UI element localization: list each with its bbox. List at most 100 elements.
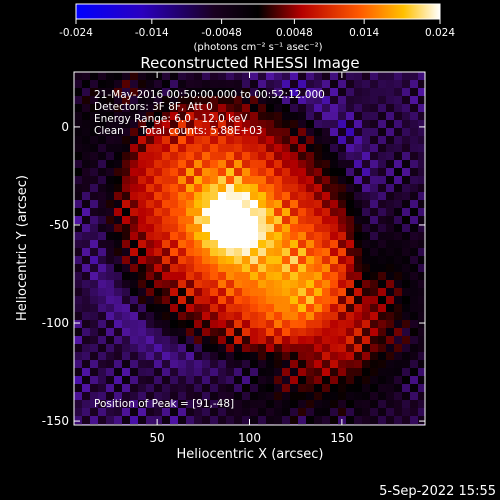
heatmap-cell [290, 200, 299, 209]
heatmap-cell [242, 320, 251, 329]
heatmap-cell [90, 144, 99, 153]
heatmap-cell [234, 280, 243, 289]
heatmap-cell [226, 360, 235, 369]
heatmap-cell [362, 200, 371, 209]
heatmap-cell [194, 136, 203, 145]
heatmap-cell [322, 160, 331, 169]
heatmap-cell [394, 384, 403, 393]
heatmap-cell [402, 344, 411, 353]
heatmap-cell [122, 400, 131, 409]
heatmap-cell [170, 408, 179, 417]
heatmap-cell [330, 104, 339, 113]
heatmap-cell [194, 176, 203, 185]
heatmap-cell [146, 344, 155, 353]
heatmap-cell [386, 104, 395, 113]
heatmap-cell [98, 144, 107, 153]
heatmap-cell [106, 88, 115, 97]
heatmap-cell [274, 216, 283, 225]
heatmap-cell [322, 216, 331, 225]
heatmap-cell [90, 312, 99, 321]
heatmap-cell [194, 400, 203, 409]
heatmap-cell [226, 280, 235, 289]
heatmap-cell [98, 336, 107, 345]
heatmap-cell [346, 160, 355, 169]
heatmap-cell [178, 208, 187, 217]
heatmap-cell [266, 248, 275, 257]
heatmap-cell [146, 144, 155, 153]
heatmap-cell [362, 152, 371, 161]
heatmap-cell [130, 288, 139, 297]
heatmap-cell [314, 216, 323, 225]
heatmap-cell [370, 240, 379, 249]
heatmap-cell [258, 200, 267, 209]
heatmap-cell [234, 216, 243, 225]
heatmap-cell [74, 80, 83, 89]
heatmap-cell [290, 152, 299, 161]
heatmap-cell [82, 96, 91, 105]
heatmap-cell [274, 336, 283, 345]
heatmap-cell [306, 208, 315, 217]
heatmap-cell [106, 416, 115, 425]
heatmap-cell [394, 120, 403, 129]
heatmap-cell [218, 368, 227, 377]
heatmap-cell [338, 288, 347, 297]
heatmap-cell [258, 232, 267, 241]
heatmap-cell [146, 96, 155, 105]
heatmap-cell [218, 344, 227, 353]
heatmap-cell [362, 336, 371, 345]
heatmap-cell [154, 240, 163, 249]
heatmap-cell [130, 352, 139, 361]
heatmap-cell [298, 320, 307, 329]
heatmap-cell [346, 168, 355, 177]
heatmap-cell [410, 152, 419, 161]
heatmap-cell [362, 88, 371, 97]
heatmap-cell [306, 256, 315, 265]
heatmap-cell [354, 400, 363, 409]
heatmap-cell [282, 200, 291, 209]
heatmap-cell [322, 344, 331, 353]
heatmap-cell [282, 272, 291, 281]
heatmap-cell [370, 176, 379, 185]
heatmap-cell [130, 120, 139, 129]
heatmap-cell [218, 144, 227, 153]
heatmap-cell [74, 272, 83, 281]
heatmap-cell [330, 168, 339, 177]
heatmap-cell [258, 376, 267, 385]
heatmap-cell [106, 352, 115, 361]
heatmap-cell [250, 416, 259, 425]
heatmap-cell [98, 256, 107, 265]
heatmap-cell [378, 272, 387, 281]
heatmap-cell [418, 112, 425, 121]
heatmap-cell [82, 232, 91, 241]
heatmap-cell [154, 280, 163, 289]
heatmap-cell [410, 200, 419, 209]
heatmap-cell [282, 304, 291, 313]
heatmap-cell [410, 408, 419, 417]
heatmap-cell [130, 376, 139, 385]
heatmap-cell [378, 296, 387, 305]
heatmap-cell [266, 104, 275, 113]
heatmap-cell [122, 96, 131, 105]
heatmap-cell [138, 104, 147, 113]
heatmap-cell [90, 80, 99, 89]
heatmap-cell [306, 128, 315, 137]
heatmap-cell [122, 72, 131, 81]
heatmap-cell [226, 104, 235, 113]
heatmap-cell [418, 168, 425, 177]
heatmap-cell [378, 152, 387, 161]
heatmap-cell [394, 280, 403, 289]
heatmap-cell [186, 216, 195, 225]
heatmap-cell [386, 376, 395, 385]
x-tick-label: 150 [330, 431, 353, 445]
heatmap-cell [98, 344, 107, 353]
heatmap-cell [402, 360, 411, 369]
heatmap-cell [114, 200, 123, 209]
heatmap-cell [210, 352, 219, 361]
heatmap-cell [394, 288, 403, 297]
heatmap-cell [290, 80, 299, 89]
heatmap-cell [234, 384, 243, 393]
heatmap-cell [338, 328, 347, 337]
heatmap-cell [402, 336, 411, 345]
heatmap-cell [370, 72, 379, 81]
heatmap-cell [370, 224, 379, 233]
